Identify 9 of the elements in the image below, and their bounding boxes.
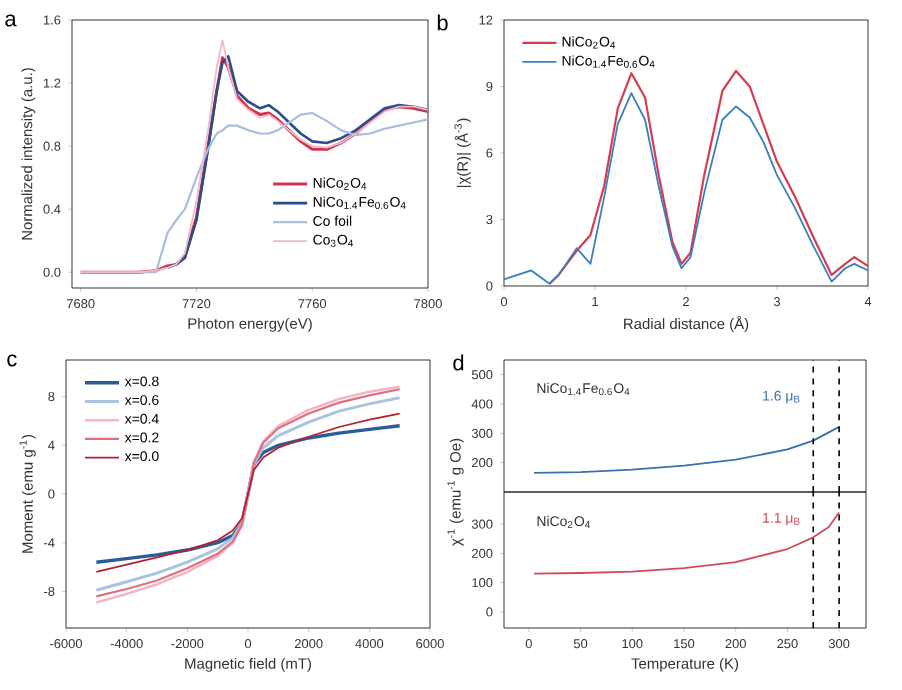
text: c — [7, 354, 17, 367]
text: b — [437, 14, 448, 31]
text: d — [453, 354, 464, 371]
line-series — [166, 54, 430, 269]
line-series — [533, 425, 841, 474]
line-series — [533, 511, 841, 575]
text: a — [5, 14, 17, 27]
line-series — [548, 69, 870, 285]
line-series — [503, 92, 869, 285]
